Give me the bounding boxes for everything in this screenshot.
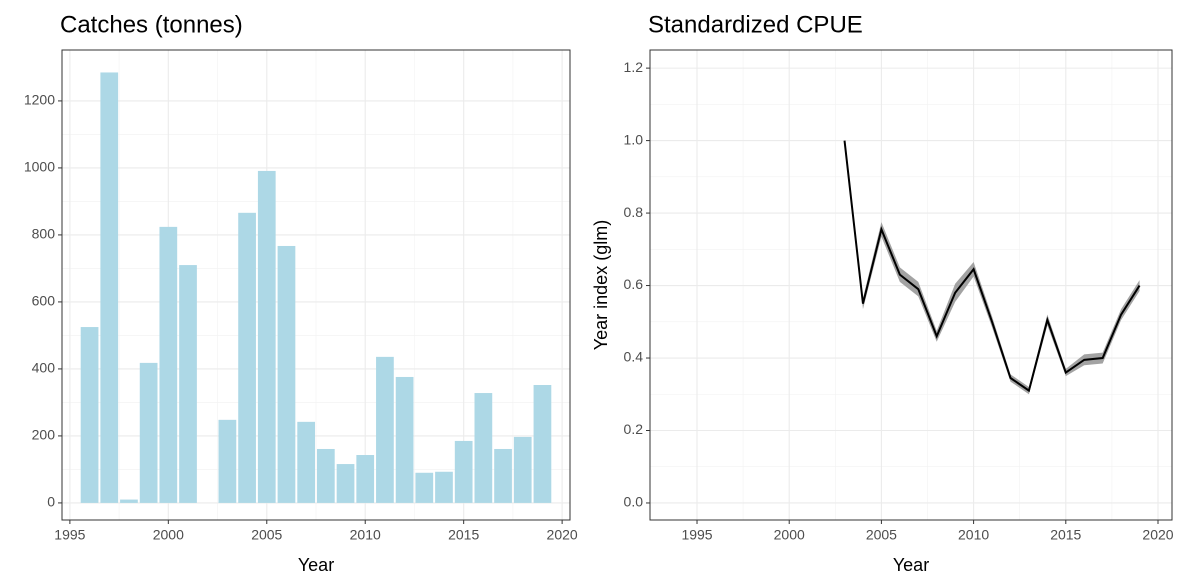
chart-title: Catches (tonnes) — [60, 11, 243, 38]
confidence-band — [844, 140, 1140, 395]
y-tick-label: 0.2 — [624, 421, 644, 437]
panel-border — [649, 49, 1173, 521]
x-axis-label: Year — [893, 555, 929, 575]
bar — [533, 384, 552, 503]
bar — [277, 245, 296, 503]
y-tick-label: 1.0 — [624, 131, 644, 147]
bar — [356, 455, 375, 503]
x-tick-label: 2020 — [1142, 527, 1173, 543]
bar — [415, 472, 434, 503]
bar — [179, 265, 197, 503]
y-tick-label: 0 — [47, 494, 55, 510]
x-tick-label: 2005 — [251, 527, 282, 543]
x-tick-label: 1995 — [54, 527, 85, 543]
y-tick-label: 800 — [32, 226, 56, 242]
bar — [454, 440, 473, 503]
x-tick-label: 2020 — [547, 527, 578, 543]
x-tick-label: 2000 — [153, 527, 184, 543]
bar — [474, 393, 493, 503]
x-tick-label: 2015 — [1050, 527, 1081, 543]
line — [843, 140, 1141, 393]
bar — [435, 471, 453, 503]
panel-border — [61, 49, 571, 521]
y-tick-label: 400 — [32, 360, 56, 376]
bar — [80, 327, 99, 503]
bar — [100, 72, 119, 503]
bar — [316, 448, 335, 503]
bar — [494, 448, 512, 503]
x-tick-label: 2010 — [958, 527, 989, 543]
bar — [120, 499, 138, 503]
x-tick-label: 1995 — [681, 527, 712, 543]
y-tick-label: 0.6 — [624, 276, 644, 292]
bar — [139, 362, 158, 503]
y-tick-label: 200 — [32, 427, 56, 443]
x-axis-label: Year — [298, 555, 334, 575]
y-tick-label: 0.4 — [624, 349, 644, 365]
bar — [297, 421, 316, 503]
x-tick-label: 2000 — [774, 527, 805, 543]
bar — [376, 356, 394, 503]
y-tick-label: 1.2 — [624, 59, 644, 75]
y-tick-label: 600 — [32, 293, 56, 309]
y-tick-label: 1200 — [24, 92, 55, 108]
bar — [395, 376, 414, 503]
bar — [238, 212, 256, 503]
x-tick-label: 2005 — [866, 527, 897, 543]
x-tick-label: 2015 — [448, 527, 479, 543]
chart-title: Standardized CPUE — [648, 11, 863, 38]
bar — [218, 419, 237, 503]
bar — [257, 170, 276, 503]
x-tick-label: 2010 — [350, 527, 381, 543]
bar — [336, 464, 355, 503]
bar — [159, 226, 178, 503]
y-tick-label: 0.8 — [624, 204, 644, 220]
y-tick-label: 1000 — [24, 159, 55, 175]
bar — [513, 436, 532, 503]
y-tick-label: 0.0 — [624, 494, 644, 510]
y-axis-label: Year index (glm) — [591, 220, 611, 350]
